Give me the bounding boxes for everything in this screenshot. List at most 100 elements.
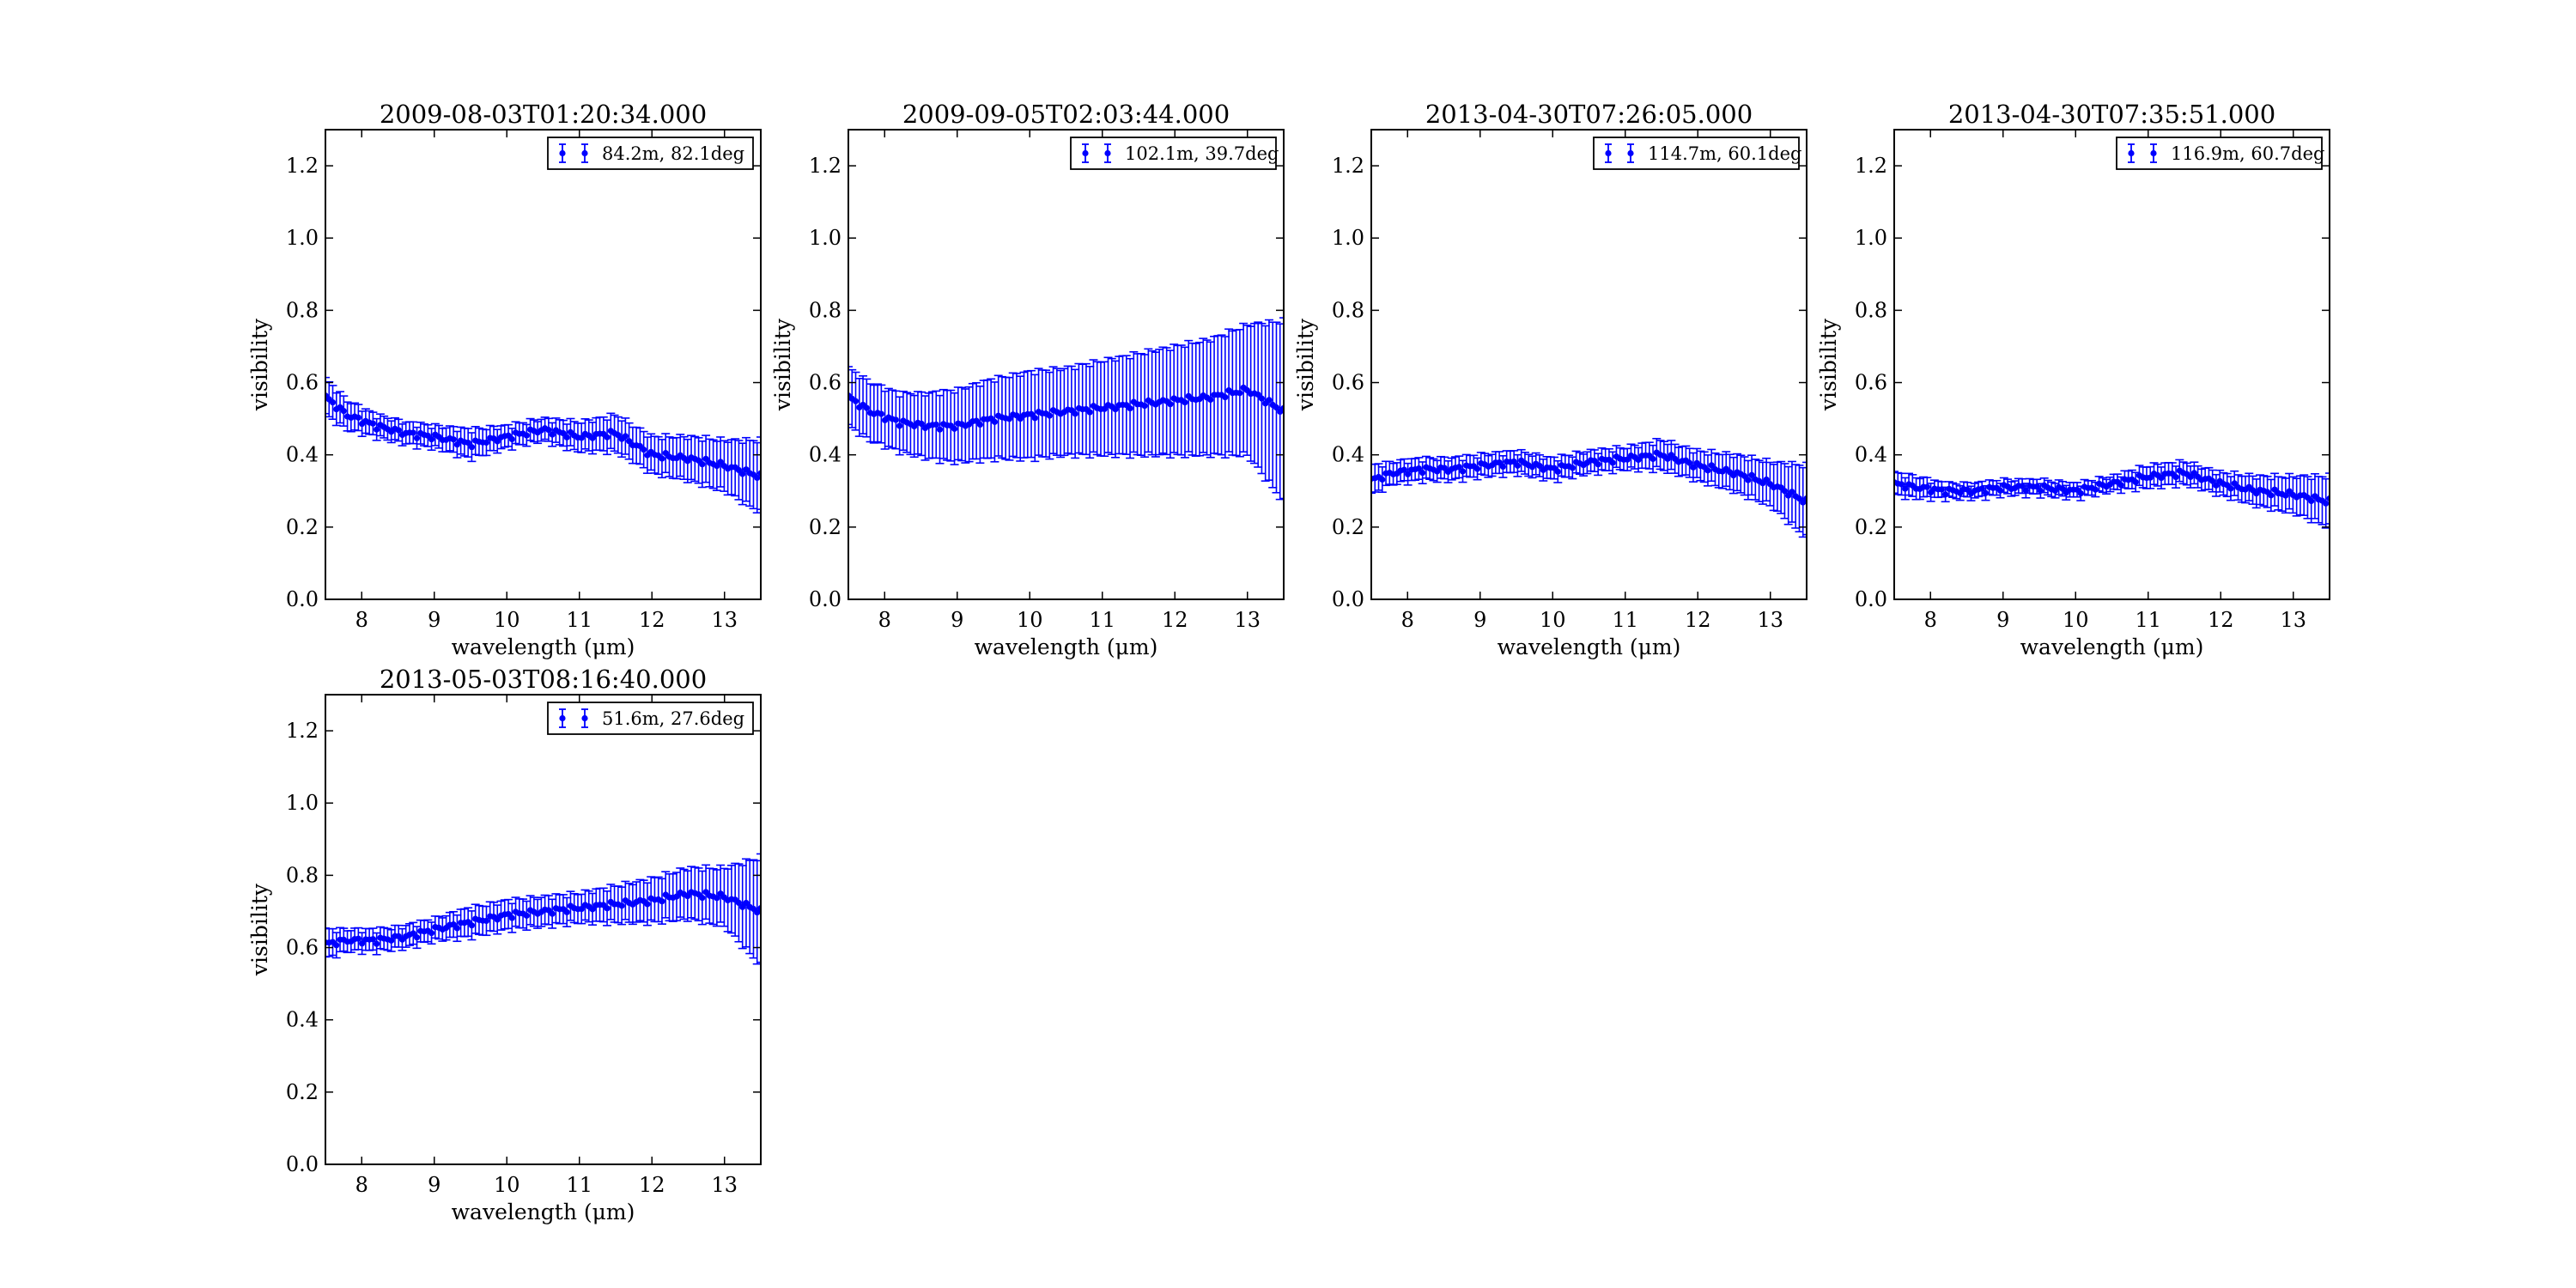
x-tick-label: 11 [2135, 608, 2161, 632]
data-point [1789, 489, 1795, 495]
x-tick-label: 8 [1924, 608, 1937, 632]
data-point [1405, 471, 1412, 477]
data-point [684, 893, 691, 900]
data-point [549, 431, 556, 438]
data-point [589, 906, 596, 913]
data-point [2282, 492, 2289, 499]
data-point [2209, 477, 2216, 484]
data-point [374, 426, 380, 433]
plot-frame [1370, 129, 1807, 600]
y-tick-label: 1.2 [286, 719, 319, 743]
x-tick-label: 12 [639, 608, 665, 632]
x-tick-label: 11 [1089, 608, 1115, 632]
data-point [494, 916, 501, 923]
y-tick-label: 0.8 [809, 298, 841, 322]
data-point [1982, 489, 1990, 496]
data-point [1496, 459, 1503, 466]
x-tick-label: 10 [1017, 608, 1043, 632]
data-point [1690, 464, 1697, 471]
data-point [1236, 390, 1243, 397]
data-point [1499, 463, 1506, 471]
data-point [1595, 461, 1601, 468]
y-axis-label: visibility [247, 318, 272, 411]
data-point [1554, 468, 1561, 475]
data-point [508, 435, 515, 443]
data-point [1609, 459, 1616, 466]
y-tick-label: 1.2 [1332, 154, 1364, 178]
legend-marker-dot [1104, 149, 1111, 157]
data-point [468, 444, 476, 451]
data-point [563, 908, 570, 915]
data-point [2172, 473, 2179, 481]
x-tick-label: 8 [878, 608, 891, 632]
data-point [754, 474, 761, 482]
data-point [641, 447, 647, 453]
legend-marker-dot [2150, 149, 2157, 157]
data-point [1182, 399, 1188, 406]
data-point [1748, 471, 1755, 478]
data-point [2022, 487, 2029, 494]
data-point [936, 426, 944, 433]
data-point [410, 429, 416, 436]
y-tick-label: 0.8 [1332, 298, 1364, 322]
data-point [1763, 476, 1770, 483]
data-point [2147, 474, 2154, 481]
x-tick-label: 12 [639, 1173, 665, 1197]
x-tick-label: 11 [1612, 608, 1638, 632]
y-tick-label: 1.2 [1855, 154, 1887, 178]
y-tick-label: 1.0 [809, 226, 841, 250]
data-point [1957, 489, 1964, 496]
data-point [1258, 395, 1266, 402]
y-tick-label: 0.4 [809, 443, 841, 467]
x-tick-label: 8 [355, 608, 368, 632]
legend-marker-dot [2128, 149, 2135, 157]
legend-marker-dot [581, 714, 588, 722]
data-point [1167, 401, 1174, 408]
y-tick-label: 0.6 [809, 371, 841, 395]
data-point [622, 433, 629, 440]
data-point [933, 421, 939, 428]
chart-panel-1: 2009-08-03T01:20:34.000 8 9 10 11 12 13 0.0 0.2 0… [247, 100, 762, 659]
series-1 [325, 376, 761, 514]
data-point [523, 432, 530, 439]
data-point [355, 935, 361, 942]
series-1 [325, 853, 761, 965]
chart-panel-4: 2013-04-30T07:35:51.000 8 9 10 11 12 13 0.0 0.2 0… [1816, 100, 2330, 659]
data-point [1510, 458, 1517, 465]
legend-label: 114.7m, 60.1deg [1648, 143, 1801, 164]
y-tick-label: 1.2 [809, 154, 841, 178]
y-tick-label: 0.6 [286, 371, 319, 395]
x-tick-label: 13 [1757, 608, 1783, 632]
data-point [523, 912, 530, 919]
plot-frame [848, 129, 1285, 600]
data-point [2308, 497, 2315, 505]
legend-label: 102.1m, 39.7deg [1125, 143, 1279, 164]
data-point [604, 434, 611, 440]
data-point [483, 439, 490, 447]
y-tick-label: 0.4 [286, 1008, 319, 1032]
data-point [355, 414, 361, 421]
data-point [1745, 477, 1752, 483]
x-tick-label: 9 [1473, 608, 1486, 632]
x-tick-label: 13 [711, 608, 738, 632]
data-point [578, 905, 585, 913]
y-tick-label: 0.8 [1855, 298, 1887, 322]
data-point [340, 408, 347, 415]
data-point [2213, 482, 2220, 489]
x-tick-label: 13 [711, 1173, 738, 1197]
x-tick-label: 12 [1685, 608, 1711, 632]
data-point [717, 459, 724, 465]
legend-label: 51.6m, 27.6deg [602, 708, 744, 729]
chart-title: 2013-04-30T07:26:05.000 [1425, 100, 1753, 129]
x-tick-label: 12 [1162, 608, 1188, 632]
data-point [1400, 466, 1407, 473]
data-point [1514, 462, 1522, 469]
data-point [1415, 465, 1422, 472]
x-tick-label: 8 [1401, 608, 1414, 632]
chart-panel-3: 2013-04-30T07:26:05.000 8 9 10 11 12 13 0.0 0.2 0… [1293, 100, 1807, 659]
x-tick-label: 9 [951, 608, 963, 632]
legend-label: 84.2m, 82.1deg [602, 143, 744, 164]
data-point [329, 398, 337, 406]
x-axis-label: wavelength (μm) [975, 635, 1158, 659]
legend-box [1593, 137, 1800, 170]
